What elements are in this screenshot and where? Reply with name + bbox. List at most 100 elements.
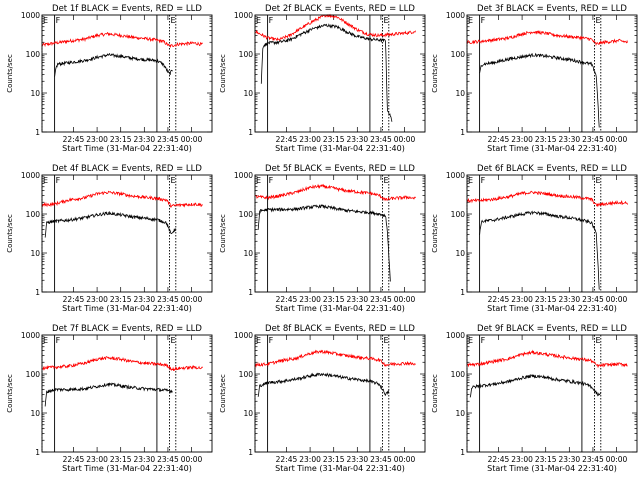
- x-tick-label: 22:45: [488, 135, 510, 144]
- time-marker-label: E: [256, 176, 261, 185]
- y-tick-label: 100: [451, 210, 466, 219]
- x-tick-label: 23:45: [157, 295, 179, 304]
- y-tick-label: 1: [35, 128, 40, 137]
- y-tick-label: 1: [248, 448, 253, 457]
- lld-rate-line: [41, 355, 203, 371]
- x-axis-label: Start Time (31-Mar-04 22:31:40): [487, 304, 617, 313]
- lld-rate-line: [254, 349, 416, 368]
- events-rate-line: [44, 382, 173, 407]
- x-axis-label: Start Time (31-Mar-04 22:31:40): [487, 464, 617, 473]
- y-tick-label: 1: [35, 448, 40, 457]
- y-tick-label: 1000: [21, 171, 40, 180]
- panel-title: Det 3f BLACK = Events, RED = LLD: [477, 4, 627, 14]
- detector-panel: Det 2f BLACK = Events, RED = LLD Counts/s…: [219, 4, 426, 153]
- x-tick-label: 23:15: [535, 295, 557, 304]
- x-tick-label: 23:30: [134, 135, 156, 144]
- x-tick-label: 22:45: [276, 295, 298, 304]
- y-axis-label: Counts/sec: [6, 54, 14, 93]
- events-rate-line: [479, 210, 600, 290]
- x-tick-label: 00:00: [606, 135, 628, 144]
- x-tick-label: 23:45: [157, 455, 179, 464]
- y-axis-label: Counts/sec: [6, 374, 14, 413]
- plot-frame: [466, 334, 638, 453]
- panel-title: Det 8f BLACK = Events, RED = LLD: [265, 324, 415, 334]
- y-tick-label: 10: [455, 409, 465, 418]
- time-marker-label: E: [171, 16, 176, 25]
- time-marker-label: F: [481, 336, 486, 345]
- time-marker-label: E: [43, 336, 48, 345]
- x-tick-label: 23:30: [347, 135, 369, 144]
- y-tick-label: 10: [455, 89, 465, 98]
- plot-frame: [254, 334, 426, 453]
- y-tick-label: 100: [239, 50, 254, 59]
- time-marker-label: E: [171, 176, 176, 185]
- time-marker-label: E: [384, 336, 389, 345]
- x-tick-label: 23:15: [535, 455, 557, 464]
- x-tick-label: 23:00: [86, 455, 108, 464]
- x-tick-label: 23:30: [559, 455, 581, 464]
- x-tick-label: 23:45: [370, 455, 392, 464]
- time-marker-label: E: [43, 176, 48, 185]
- y-axis-label: Counts/sec: [219, 54, 227, 93]
- x-axis-label: Start Time (31-Mar-04 22:31:40): [275, 304, 405, 313]
- x-axis-label: Start Time (31-Mar-04 22:31:40): [275, 144, 405, 153]
- events-rate-line: [469, 374, 602, 398]
- x-tick-label: 23:30: [559, 135, 581, 144]
- detector-panel: Det 7f BLACK = Events, RED = LLD Counts/s…: [6, 324, 213, 473]
- time-marker-label: E: [468, 336, 473, 345]
- panel-title: Det 6f BLACK = Events, RED = LLD: [477, 164, 627, 174]
- x-tick-label: 23:45: [582, 135, 604, 144]
- x-tick-label: 23:00: [299, 295, 321, 304]
- x-tick-label: 23:45: [370, 135, 392, 144]
- y-tick-label: 1000: [446, 331, 465, 340]
- y-axis-label: Counts/sec: [431, 214, 439, 253]
- x-tick-label: 23:15: [323, 295, 345, 304]
- x-tick-label: 23:45: [370, 295, 392, 304]
- time-marker-label: F: [56, 336, 61, 345]
- x-tick-label: 22:45: [63, 135, 85, 144]
- time-marker-label: E: [256, 336, 261, 345]
- time-marker-label: E: [256, 16, 261, 25]
- lld-rate-line: [466, 190, 628, 207]
- events-rate-line: [479, 52, 600, 128]
- time-marker-label: E: [384, 16, 389, 25]
- events-rate-line: [44, 210, 177, 238]
- time-marker-label: E: [171, 336, 176, 345]
- x-tick-label: 23:15: [110, 295, 132, 304]
- y-tick-label: 100: [451, 50, 466, 59]
- x-tick-label: 23:30: [559, 295, 581, 304]
- time-marker-label: F: [269, 336, 274, 345]
- y-tick-label: 100: [239, 210, 254, 219]
- x-tick-label: 00:00: [181, 295, 203, 304]
- y-tick-label: 1: [460, 288, 465, 297]
- plot-frame: [41, 334, 213, 453]
- y-tick-label: 1000: [21, 11, 40, 20]
- detector-panel: Det 1f BLACK = Events, RED = LLD Counts/s…: [6, 4, 213, 153]
- x-axis-label: Start Time (31-Mar-04 22:31:40): [275, 464, 405, 473]
- detector-panel: Det 6f BLACK = Events, RED = LLD Counts/s…: [431, 164, 638, 313]
- x-tick-label: 23:00: [511, 135, 533, 144]
- detector-panel: Det 4f BLACK = Events, RED = LLD Counts/s…: [6, 164, 213, 313]
- lld-rate-line: [254, 13, 416, 42]
- y-tick-label: 1000: [234, 171, 253, 180]
- y-tick-label: 10: [243, 249, 253, 258]
- plot-frame: [466, 14, 638, 133]
- x-tick-label: 23:00: [86, 135, 108, 144]
- time-marker-label: F: [56, 16, 61, 25]
- x-tick-label: 23:00: [299, 455, 321, 464]
- panel-title: Det 7f BLACK = Events, RED = LLD: [52, 324, 202, 334]
- x-tick-label: 00:00: [181, 135, 203, 144]
- plot-frame: [41, 14, 213, 133]
- x-tick-label: 22:45: [63, 455, 85, 464]
- x-axis-label: Start Time (31-Mar-04 22:31:40): [487, 144, 617, 153]
- x-tick-label: 23:15: [110, 455, 132, 464]
- x-tick-label: 23:45: [157, 135, 179, 144]
- time-marker-label: E: [43, 16, 48, 25]
- y-tick-label: 1: [248, 288, 253, 297]
- x-axis-label: Start Time (31-Mar-04 22:31:40): [62, 144, 192, 153]
- x-tick-label: 00:00: [394, 455, 416, 464]
- lld-rate-line: [41, 190, 203, 208]
- panel-title: Det 5f BLACK = Events, RED = LLD: [265, 164, 415, 174]
- y-tick-label: 10: [455, 249, 465, 258]
- y-tick-label: 1000: [446, 11, 465, 20]
